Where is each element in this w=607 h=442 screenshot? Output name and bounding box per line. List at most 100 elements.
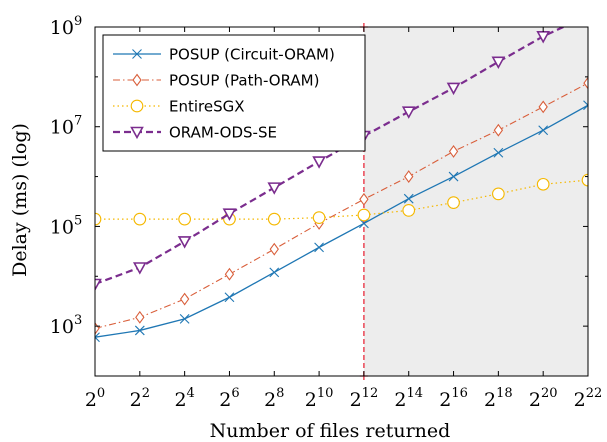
data-point — [357, 208, 371, 222]
x-tick-label: 216 — [439, 386, 468, 411]
tick-base: 2 — [350, 389, 362, 411]
tick-base: 10 — [50, 117, 74, 139]
series-line — [95, 104, 588, 338]
tick-exponent: 4 — [187, 386, 195, 401]
data-point — [581, 173, 588, 187]
legend-entry-0: POSUP (Circuit-ORAM) — [113, 46, 335, 64]
tick-exponent: 10 — [317, 386, 334, 401]
data-point — [177, 236, 192, 249]
data-point — [178, 212, 191, 226]
y-axis-label: Delay (ms) (log) — [9, 123, 31, 277]
data-point — [493, 147, 504, 158]
x-tick-label: 24 — [174, 386, 194, 411]
shaded-region — [363, 27, 588, 376]
legend-entry-3: ORAM-ODS-SE — [113, 124, 277, 142]
data-point — [269, 242, 279, 256]
x-tick-label: 210 — [305, 386, 334, 411]
tick-base: 10 — [50, 17, 74, 39]
x-tick-label: 212 — [350, 386, 379, 411]
data-point — [404, 170, 414, 184]
data-point — [492, 187, 505, 201]
x-tick-label: 20 — [85, 386, 105, 411]
data-point — [448, 144, 459, 158]
tick-base: 10 — [50, 216, 74, 238]
tick-base: 2 — [174, 389, 186, 411]
x-tick-label: 222 — [574, 386, 603, 411]
data-point — [491, 56, 506, 70]
data-point — [267, 212, 281, 226]
tick-base: 2 — [305, 389, 317, 411]
x-stroke-b — [538, 125, 549, 136]
legend-label: POSUP (Path-ORAM) — [169, 72, 319, 90]
data-point — [179, 292, 190, 306]
x-stroke-b — [403, 193, 414, 204]
data-point — [583, 11, 594, 21]
legend-entry-1: POSUP (Path-ORAM) — [113, 72, 319, 90]
x-stroke-b — [134, 325, 145, 336]
data-point — [536, 177, 550, 191]
tick-exponent: 14 — [407, 386, 424, 401]
tick-base: 2 — [85, 389, 97, 411]
data-point — [132, 262, 147, 275]
y-tick-label: 105 — [50, 213, 82, 238]
data-point — [401, 106, 416, 119]
x-stroke-b — [269, 267, 280, 278]
x-tick-label: 214 — [394, 386, 423, 411]
data-point — [224, 267, 235, 281]
data-point — [583, 76, 588, 90]
tick-base: 2 — [574, 389, 586, 411]
data-point — [95, 332, 100, 343]
tick-exponent: 9 — [74, 14, 82, 29]
tick-exponent: 2 — [142, 386, 150, 401]
plot-frame — [94, 26, 589, 377]
data-point — [359, 192, 369, 206]
tick-base: 10 — [50, 316, 74, 338]
x-stroke-b — [314, 242, 324, 253]
tick-exponent: 12 — [362, 386, 379, 401]
data-point — [493, 123, 504, 137]
data-point — [133, 212, 147, 226]
legend-marker — [132, 73, 142, 87]
data-point — [446, 82, 461, 96]
x-tick-label: 220 — [529, 386, 558, 411]
y-tick-label: 109 — [50, 14, 82, 39]
legend-entry-2: EntireSGX — [113, 98, 245, 116]
tick-exponent: 7 — [74, 114, 82, 129]
x-tick-label: 22 — [130, 386, 150, 411]
x-stroke-b — [179, 313, 190, 324]
data-point — [95, 212, 102, 226]
x-stroke-a — [95, 336, 100, 343]
x-stroke-b — [95, 332, 100, 338]
shaded-area — [363, 27, 588, 376]
data-point — [134, 325, 145, 336]
data-point — [269, 267, 280, 278]
legend: POSUP (Circuit-ORAM) POSUP (Path-ORAM) Ent… — [102, 34, 366, 152]
tick-exponent: 8 — [276, 386, 284, 401]
data-point — [267, 182, 282, 195]
legend-label: EntireSGX — [169, 98, 245, 116]
data-point — [314, 242, 324, 253]
tick-exponent: 20 — [541, 386, 558, 401]
data-point — [538, 100, 548, 114]
legend-marker — [132, 49, 142, 59]
y-tick-label: 107 — [50, 114, 82, 139]
data-point — [402, 204, 416, 217]
legend-label: POSUP (Circuit-ORAM) — [169, 46, 335, 64]
x-axis-label: Number of files returned — [210, 420, 451, 442]
tick-base: 2 — [484, 389, 496, 411]
x-tick-label: 218 — [484, 386, 513, 411]
tick-exponent: 5 — [74, 213, 82, 228]
x-stroke-b — [132, 49, 142, 59]
data-point — [312, 156, 326, 169]
x-tick-label: 28 — [264, 386, 284, 411]
x-stroke-b — [224, 292, 235, 303]
tick-exponent: 22 — [586, 386, 603, 401]
tick-base: 2 — [264, 389, 276, 411]
series-line — [95, 179, 588, 220]
data-point — [583, 100, 588, 111]
axes: 20 22 24 26 28 210 212 214 216 218 220 222103105107… — [50, 14, 603, 411]
x-stroke-b — [448, 171, 459, 182]
data-point — [448, 171, 459, 182]
legend-marker — [130, 126, 144, 140]
